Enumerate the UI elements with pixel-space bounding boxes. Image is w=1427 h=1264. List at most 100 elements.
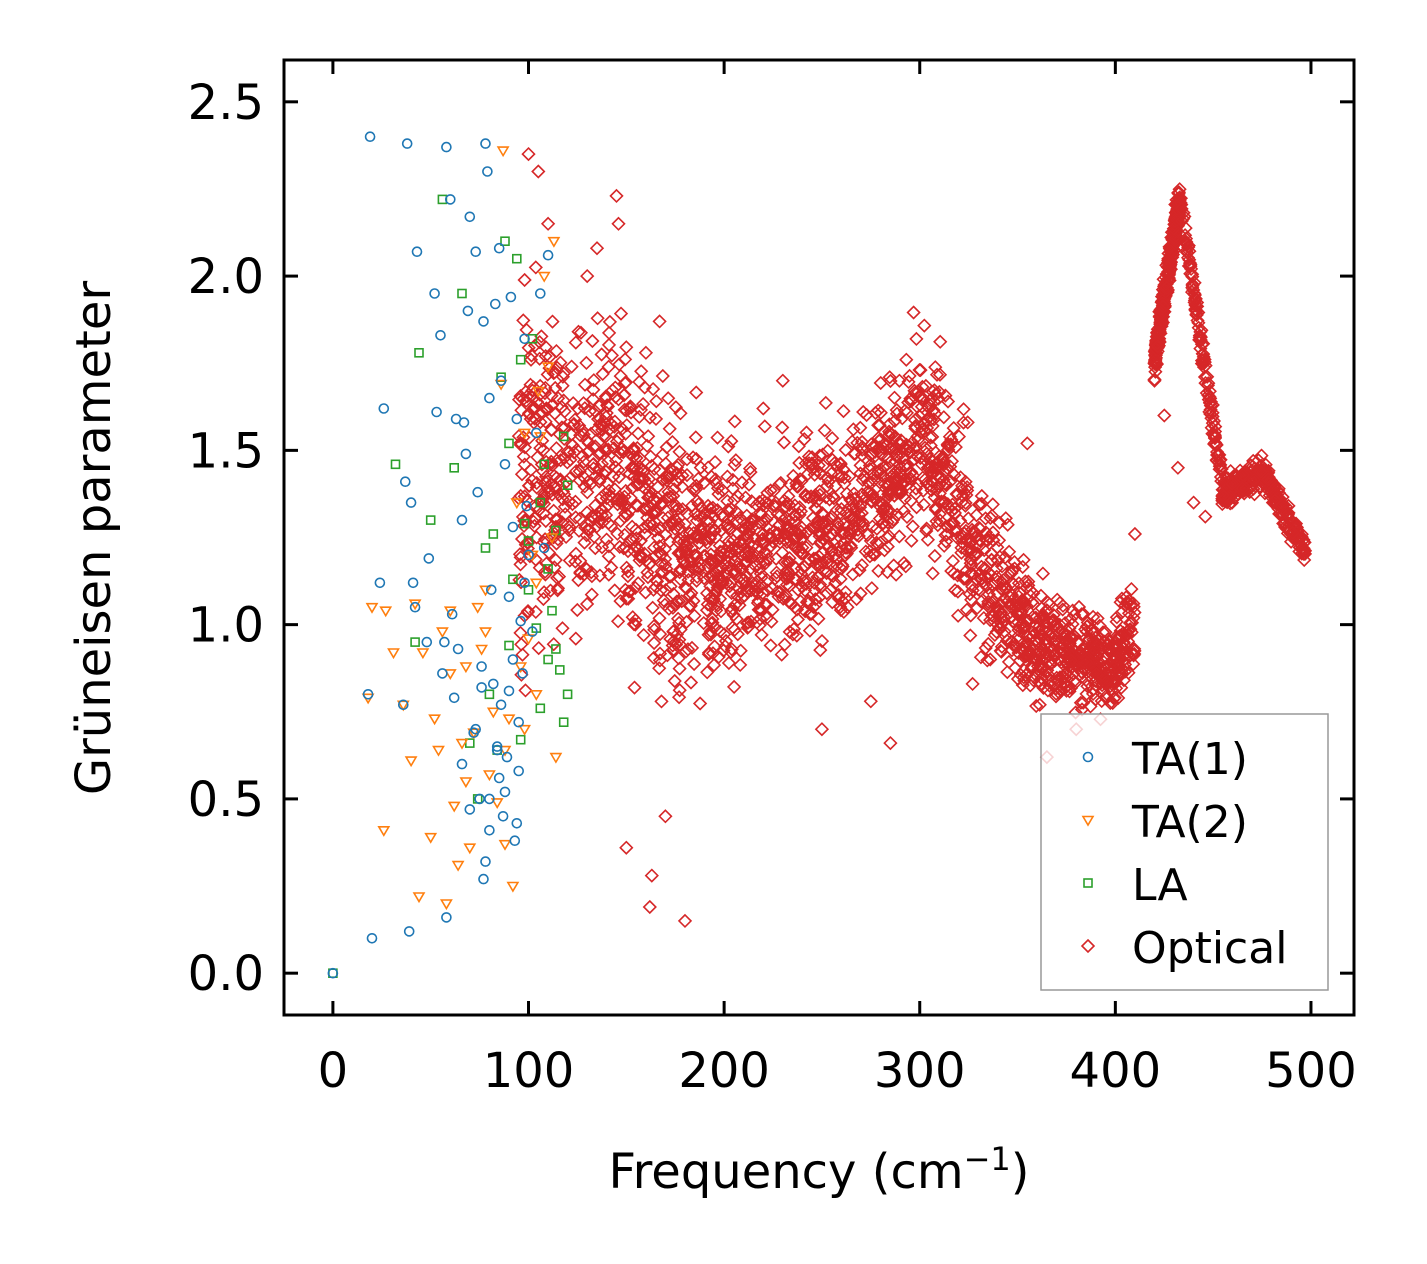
data-point xyxy=(584,476,599,491)
data-point xyxy=(1094,638,1109,653)
data-point xyxy=(1109,610,1125,625)
data-point xyxy=(634,549,649,564)
data-point xyxy=(705,615,720,630)
data-point xyxy=(519,333,530,345)
data-point xyxy=(615,421,630,436)
data-point xyxy=(1150,339,1165,354)
data-point xyxy=(561,519,577,534)
data-point xyxy=(864,488,879,503)
data-point xyxy=(507,654,519,665)
data-point xyxy=(853,458,868,473)
legend-item: Optical xyxy=(1080,923,1287,974)
data-point xyxy=(1079,655,1094,670)
data-point xyxy=(634,364,649,379)
data-point xyxy=(866,439,881,454)
data-point xyxy=(744,513,760,529)
data-point xyxy=(463,843,477,855)
data-point xyxy=(1008,599,1024,614)
data-point xyxy=(1246,453,1261,469)
data-point xyxy=(960,415,975,430)
data-point xyxy=(864,581,879,596)
data-point xyxy=(817,423,832,438)
data-point xyxy=(542,484,558,500)
data-point xyxy=(640,518,656,533)
data-point xyxy=(523,462,539,478)
data-point xyxy=(1063,612,1078,627)
data-point xyxy=(1202,389,1217,405)
data-point xyxy=(540,216,556,231)
data-point xyxy=(528,604,543,620)
data-point xyxy=(849,527,864,542)
data-point xyxy=(568,546,584,561)
data-point xyxy=(808,597,824,612)
data-point xyxy=(410,637,420,647)
data-point xyxy=(1280,507,1295,523)
data-point xyxy=(1160,264,1176,280)
data-point xyxy=(661,601,677,616)
data-point xyxy=(672,444,687,459)
data-point xyxy=(1001,654,1017,670)
data-point xyxy=(1213,469,1229,485)
data-point xyxy=(914,399,930,414)
data-point xyxy=(399,476,411,488)
data-point xyxy=(513,716,525,728)
data-point xyxy=(638,585,653,600)
data-point xyxy=(545,314,560,329)
data-point xyxy=(1148,364,1163,379)
data-point xyxy=(1170,460,1186,475)
data-point xyxy=(789,572,804,587)
data-point xyxy=(484,689,495,700)
data-point xyxy=(882,370,897,385)
data-point xyxy=(1235,481,1250,496)
data-point xyxy=(523,549,534,561)
data-point xyxy=(1018,641,1033,656)
data-point xyxy=(379,606,393,618)
data-point xyxy=(608,389,623,405)
data-point xyxy=(969,508,984,523)
data-point xyxy=(589,241,605,256)
data-point xyxy=(834,501,849,517)
data-point xyxy=(421,636,433,648)
data-point xyxy=(605,383,620,398)
data-point xyxy=(1094,693,1109,709)
data-point xyxy=(510,498,524,510)
data-point xyxy=(691,471,706,486)
legend-label: TA(1) xyxy=(1131,734,1248,785)
data-point xyxy=(777,493,792,508)
data-point xyxy=(604,560,619,575)
data-point xyxy=(1043,657,1058,672)
plot-frame xyxy=(282,58,1356,1017)
data-point xyxy=(718,639,733,654)
data-point xyxy=(1213,452,1228,467)
data-point xyxy=(523,536,534,546)
data-point xyxy=(587,404,603,419)
data-point xyxy=(1003,590,1018,605)
data-point xyxy=(994,644,1009,659)
data-point xyxy=(942,429,958,444)
data-point xyxy=(478,873,489,885)
data-point xyxy=(1153,302,1168,317)
data-point xyxy=(829,515,845,530)
data-point xyxy=(667,597,683,613)
data-point xyxy=(613,593,628,609)
data-point xyxy=(763,638,778,653)
data-point xyxy=(585,333,600,349)
data-point xyxy=(1296,541,1311,556)
data-point xyxy=(594,456,610,472)
data-point xyxy=(1222,488,1237,504)
data-point xyxy=(645,518,660,533)
data-point xyxy=(674,594,689,609)
legend-item: TA(1) xyxy=(1082,734,1248,785)
data-point xyxy=(482,166,493,177)
data-point xyxy=(484,824,495,836)
data-point xyxy=(1062,684,1077,699)
data-point xyxy=(738,490,753,505)
data-point xyxy=(690,528,705,543)
data-point xyxy=(829,551,844,566)
data-point xyxy=(364,131,376,142)
x-tick-label: 500 xyxy=(1265,1043,1357,1099)
data-point xyxy=(619,418,634,433)
data-point xyxy=(707,639,722,654)
data-point xyxy=(659,470,675,485)
data-point xyxy=(933,334,948,349)
